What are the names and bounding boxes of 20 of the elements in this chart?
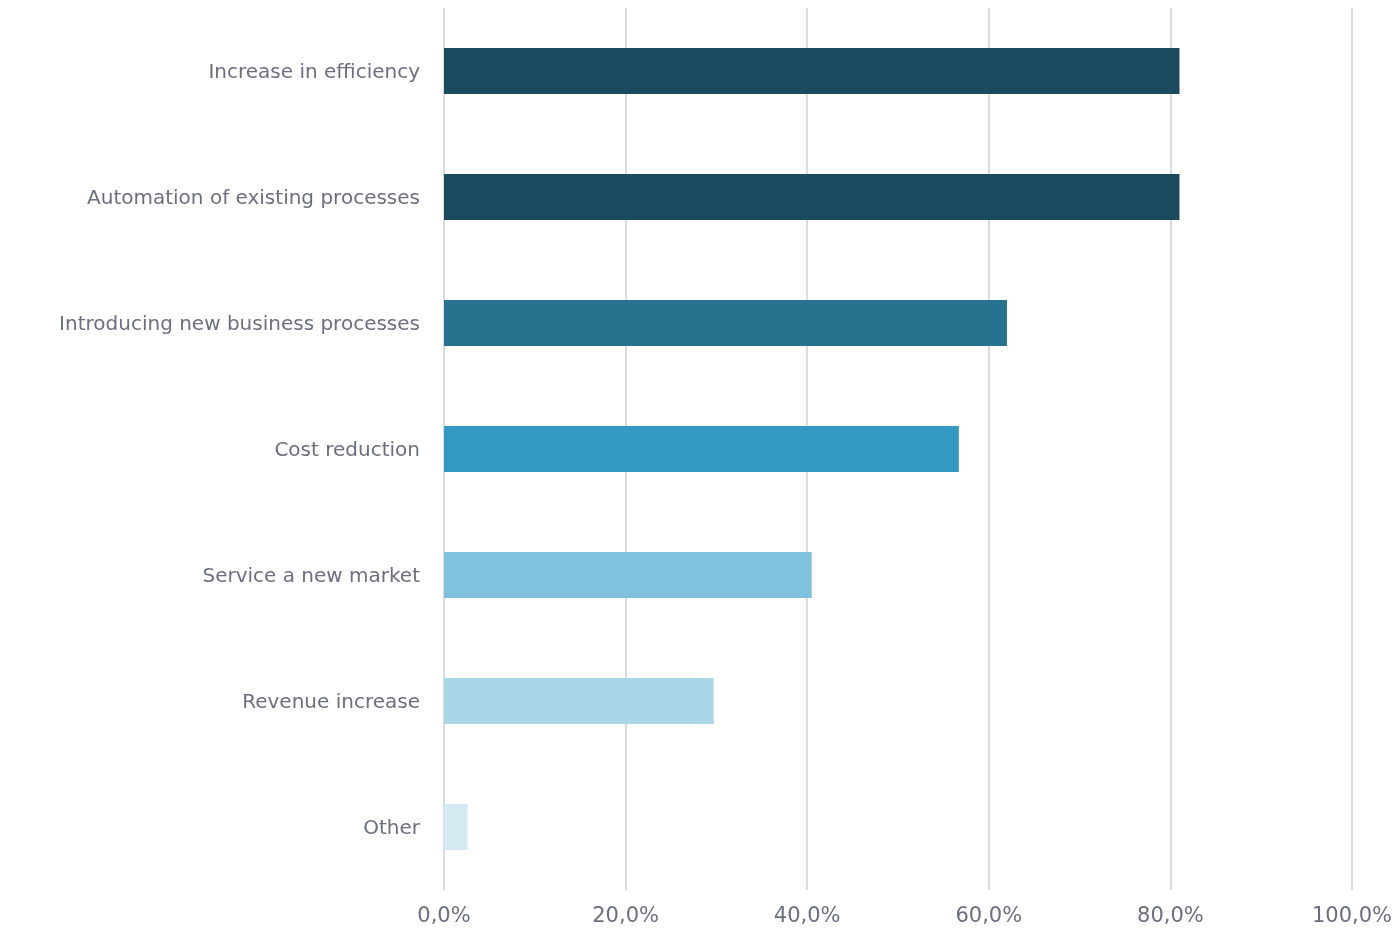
bar	[444, 426, 959, 472]
bar	[444, 48, 1180, 94]
x-tick-label: 20,0%	[592, 902, 659, 927]
y-tick-label: Cost reduction	[274, 437, 420, 461]
x-tick-label: 0,0%	[417, 902, 471, 927]
bar	[444, 174, 1180, 220]
x-tick-label: 60,0%	[955, 902, 1023, 927]
x-tick-label: 80,0%	[1137, 902, 1204, 927]
bar	[444, 552, 812, 598]
bar	[444, 300, 1007, 346]
bar	[444, 804, 468, 850]
x-tick-label: 100,0%	[1311, 902, 1393, 927]
bar	[444, 678, 714, 724]
x-tick-label: 40,0%	[773, 902, 841, 927]
y-tick-label: Revenue increase	[242, 689, 420, 713]
y-tick-label: Other	[363, 815, 421, 839]
y-tick-label: Introducing new business processes	[59, 311, 420, 335]
y-tick-label: Service a new market	[202, 563, 421, 587]
y-tick-label: Increase in efficiency	[208, 59, 421, 83]
y-tick-label: Automation of existing processes	[87, 185, 420, 209]
